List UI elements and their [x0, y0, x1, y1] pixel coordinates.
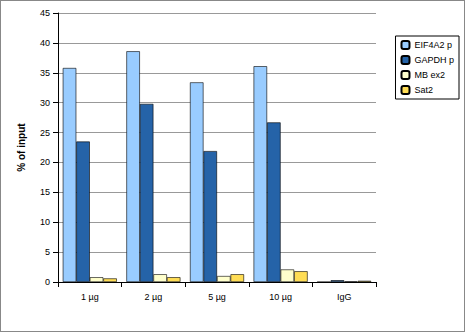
svg-text:1 µg: 1 µg: [81, 292, 99, 302]
svg-text:Sat2: Sat2: [414, 85, 433, 95]
svg-text:EIF4A2 p: EIF4A2 p: [414, 40, 452, 50]
svg-text:40: 40: [40, 38, 50, 48]
svg-text:GAPDH p: GAPDH p: [414, 55, 454, 65]
svg-text:0: 0: [45, 277, 50, 287]
svg-text:10 µg: 10 µg: [269, 292, 292, 302]
svg-text:35: 35: [40, 68, 50, 78]
svg-text:5 µg: 5 µg: [208, 292, 226, 302]
svg-text:% of input: % of input: [16, 123, 27, 172]
svg-text:10: 10: [40, 217, 50, 227]
svg-text:20: 20: [40, 157, 50, 167]
svg-text:25: 25: [40, 128, 50, 138]
svg-text:30: 30: [40, 98, 50, 108]
svg-text:5: 5: [45, 247, 50, 257]
svg-text:15: 15: [40, 187, 50, 197]
svg-text:45: 45: [40, 8, 50, 18]
svg-text:2 µg: 2 µg: [145, 292, 163, 302]
svg-text:IgG: IgG: [337, 292, 352, 302]
svg-text:MB ex2: MB ex2: [414, 70, 445, 80]
